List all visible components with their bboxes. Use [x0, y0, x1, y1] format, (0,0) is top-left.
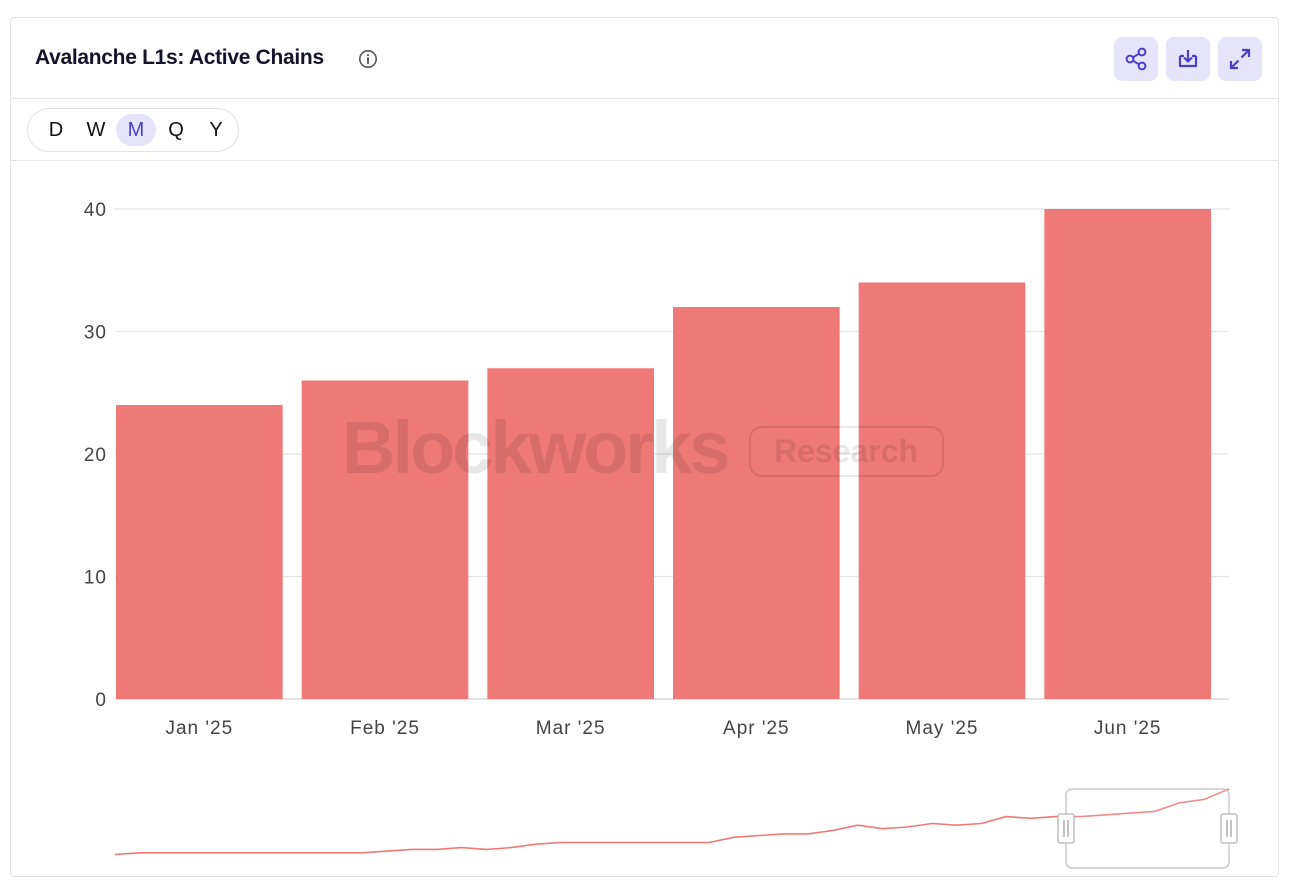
- y-tick-label: 40: [84, 200, 107, 221]
- watermark-badge: [749, 426, 944, 477]
- bar: [116, 405, 283, 699]
- bar: [487, 368, 654, 699]
- y-tick-label: 10: [84, 568, 107, 589]
- download-button[interactable]: [1166, 37, 1210, 81]
- watermark-tag: Research: [774, 433, 918, 469]
- y-tick-label: 20: [84, 445, 107, 466]
- chart-title: Avalanche L1s: Active Chains: [35, 46, 324, 69]
- period-option-d[interactable]: D: [48, 118, 64, 141]
- period-option-w[interactable]: W: [86, 118, 106, 141]
- bar: [858, 282, 1026, 699]
- x-tick-label: Feb '25: [350, 718, 420, 739]
- period-option-q[interactable]: Q: [168, 118, 184, 141]
- info-icon[interactable]: [358, 49, 378, 69]
- x-tick-label: May '25: [906, 718, 979, 739]
- period-toolbar: D W M Q Y: [11, 99, 1278, 161]
- bar: [301, 380, 469, 699]
- bar: [673, 307, 840, 699]
- navigator-selection: [1065, 788, 1230, 869]
- expand-button[interactable]: [1218, 37, 1262, 81]
- expand-icon: [1229, 48, 1251, 70]
- chart-actions: [1114, 37, 1262, 81]
- navigator[interactable]: [114, 788, 1238, 869]
- bars: [116, 209, 1211, 699]
- watermark: Blockworks Research: [342, 406, 944, 489]
- y-tick-label: 0: [95, 690, 107, 711]
- chart-header: Avalanche L1s: Active Chains: [11, 18, 1278, 99]
- watermark-brand: Blockworks: [342, 406, 728, 489]
- x-tick-label: Jun '25: [1094, 718, 1162, 739]
- x-tick-label: Apr '25: [723, 718, 790, 739]
- x-tick-label: Mar '25: [536, 718, 606, 739]
- share-icon: [1125, 47, 1147, 71]
- navigator-handle-right[interactable]: [1220, 813, 1238, 844]
- download-icon: [1178, 50, 1198, 68]
- axes: 0 10 20 30 40 Jan '25 Feb '25 Mar '25 Apr '25 May…: [84, 200, 1162, 739]
- y-tick-label: 30: [84, 323, 107, 344]
- navigator-handle-left[interactable]: [1057, 813, 1075, 844]
- bar: [1044, 209, 1211, 699]
- x-tick-label: Jan '25: [165, 718, 233, 739]
- navigator-line: [114, 788, 1230, 856]
- share-button[interactable]: [1114, 37, 1158, 81]
- period-selector: D W M Q Y: [27, 108, 239, 152]
- period-option-m[interactable]: M: [116, 114, 156, 146]
- grid-lines: [115, 208, 1229, 700]
- period-option-y[interactable]: Y: [209, 118, 223, 141]
